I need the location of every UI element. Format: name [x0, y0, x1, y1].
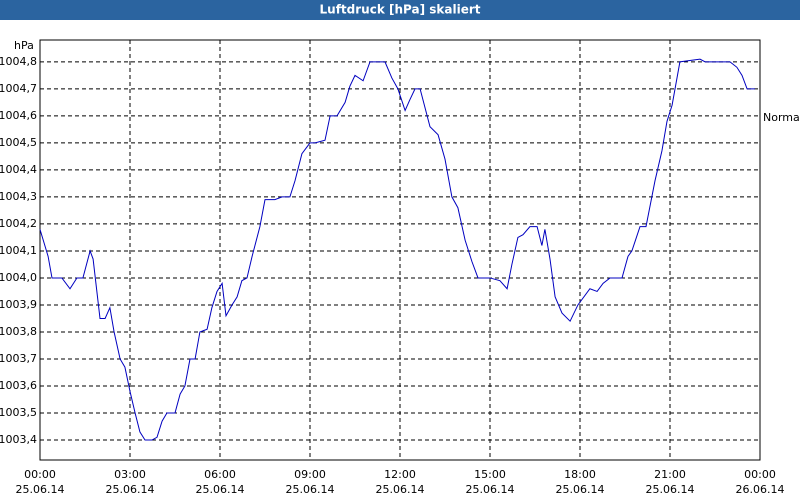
- y-tick-label: 1003,4: [0, 433, 37, 446]
- y-tick-label: 1003,6: [0, 379, 37, 392]
- x-tick-date: 25.06.14: [646, 483, 695, 496]
- data-line: [39, 58, 755, 441]
- y-tick-label: 1004,6: [0, 109, 37, 122]
- x-tick-label: 00:00: [24, 468, 56, 481]
- chart-title: Luftdruck [hPa] skaliert: [320, 3, 481, 17]
- x-tick-date: 25.06.14: [196, 483, 245, 496]
- x-tick-label: 15:00: [474, 468, 506, 481]
- x-tick-label: 00:00: [744, 468, 776, 481]
- x-tick-label: 21:00: [654, 468, 686, 481]
- y-tick-label: 1004,4: [0, 163, 37, 176]
- x-tick-label: 12:00: [384, 468, 416, 481]
- y-tick-label: 1004,2: [0, 217, 37, 230]
- y-tick-label: 1004,8: [0, 55, 37, 68]
- y-tick-label: 1004,5: [0, 136, 37, 149]
- x-tick-label: 09:00: [294, 468, 326, 481]
- x-tick-label: 18:00: [564, 468, 596, 481]
- legend-entry: Normal: [763, 111, 800, 124]
- title-bar: [0, 0, 800, 20]
- x-tick-date: 25.06.14: [466, 483, 515, 496]
- x-tick-label: 03:00: [114, 468, 146, 481]
- y-tick-label: 1003,5: [0, 406, 37, 419]
- y-tick-label: 1004,3: [0, 190, 37, 203]
- y-tick-label: 1004,0: [0, 271, 37, 284]
- x-tick-date: 26.06.14: [736, 483, 785, 496]
- x-tick-date: 25.06.14: [106, 483, 155, 496]
- y-tick-label: 1004,1: [0, 244, 37, 257]
- y-tick-label: 1003,7: [0, 352, 37, 365]
- y-tick-label: 1003,8: [0, 325, 37, 338]
- y-axis-label: hPa: [14, 39, 34, 52]
- x-tick-date: 25.06.14: [16, 483, 65, 496]
- y-tick-label: 1004,7: [0, 82, 37, 95]
- x-tick-date: 25.06.14: [556, 483, 605, 496]
- x-tick-date: 25.06.14: [376, 483, 425, 496]
- x-tick-label: 06:00: [204, 468, 236, 481]
- x-tick-date: 25.06.14: [286, 483, 335, 496]
- y-tick-label: 1003,9: [0, 298, 37, 311]
